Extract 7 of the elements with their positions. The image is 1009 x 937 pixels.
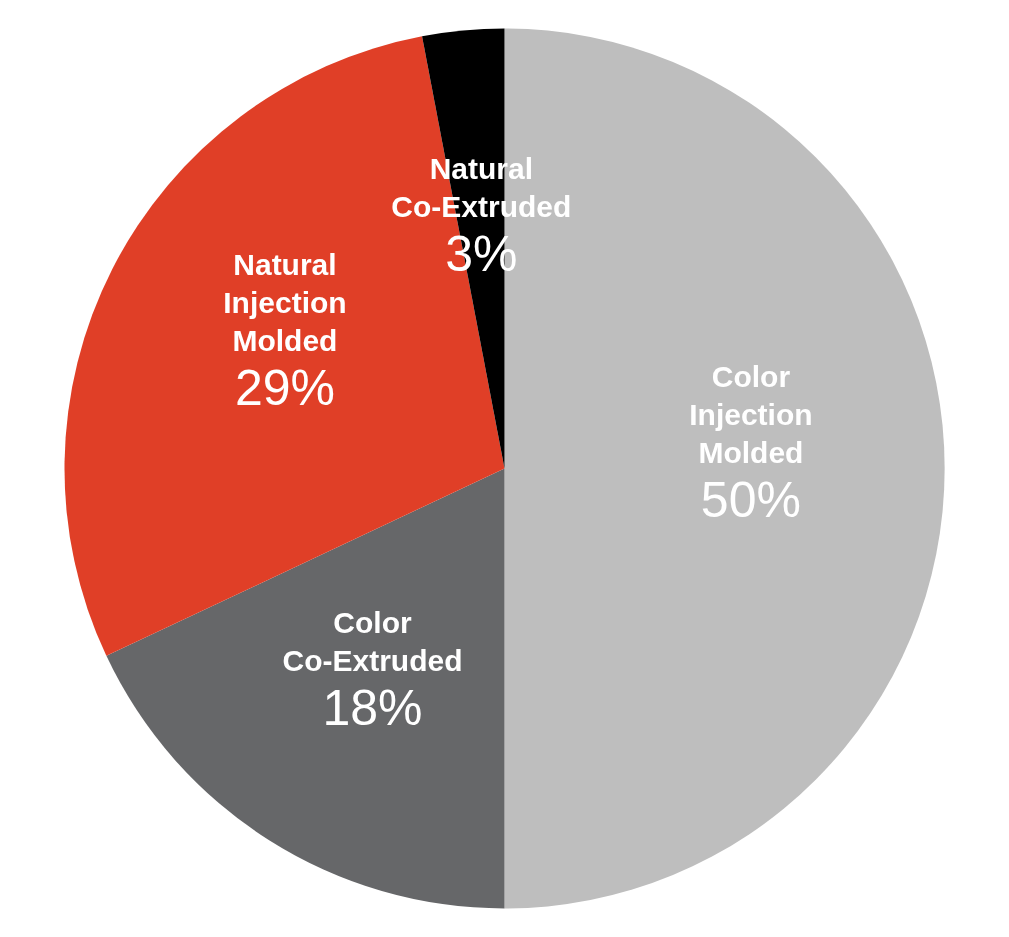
pie-slice bbox=[106, 468, 505, 909]
data-label: 50% bbox=[700, 471, 801, 528]
data-label: 29% bbox=[234, 359, 335, 416]
category-label: Color Co-Extruded bbox=[282, 605, 463, 677]
category-label: Color Injection Molded bbox=[689, 359, 813, 469]
category-label: Natural Injection Molded bbox=[223, 247, 347, 357]
data-label: 18% bbox=[322, 679, 423, 736]
